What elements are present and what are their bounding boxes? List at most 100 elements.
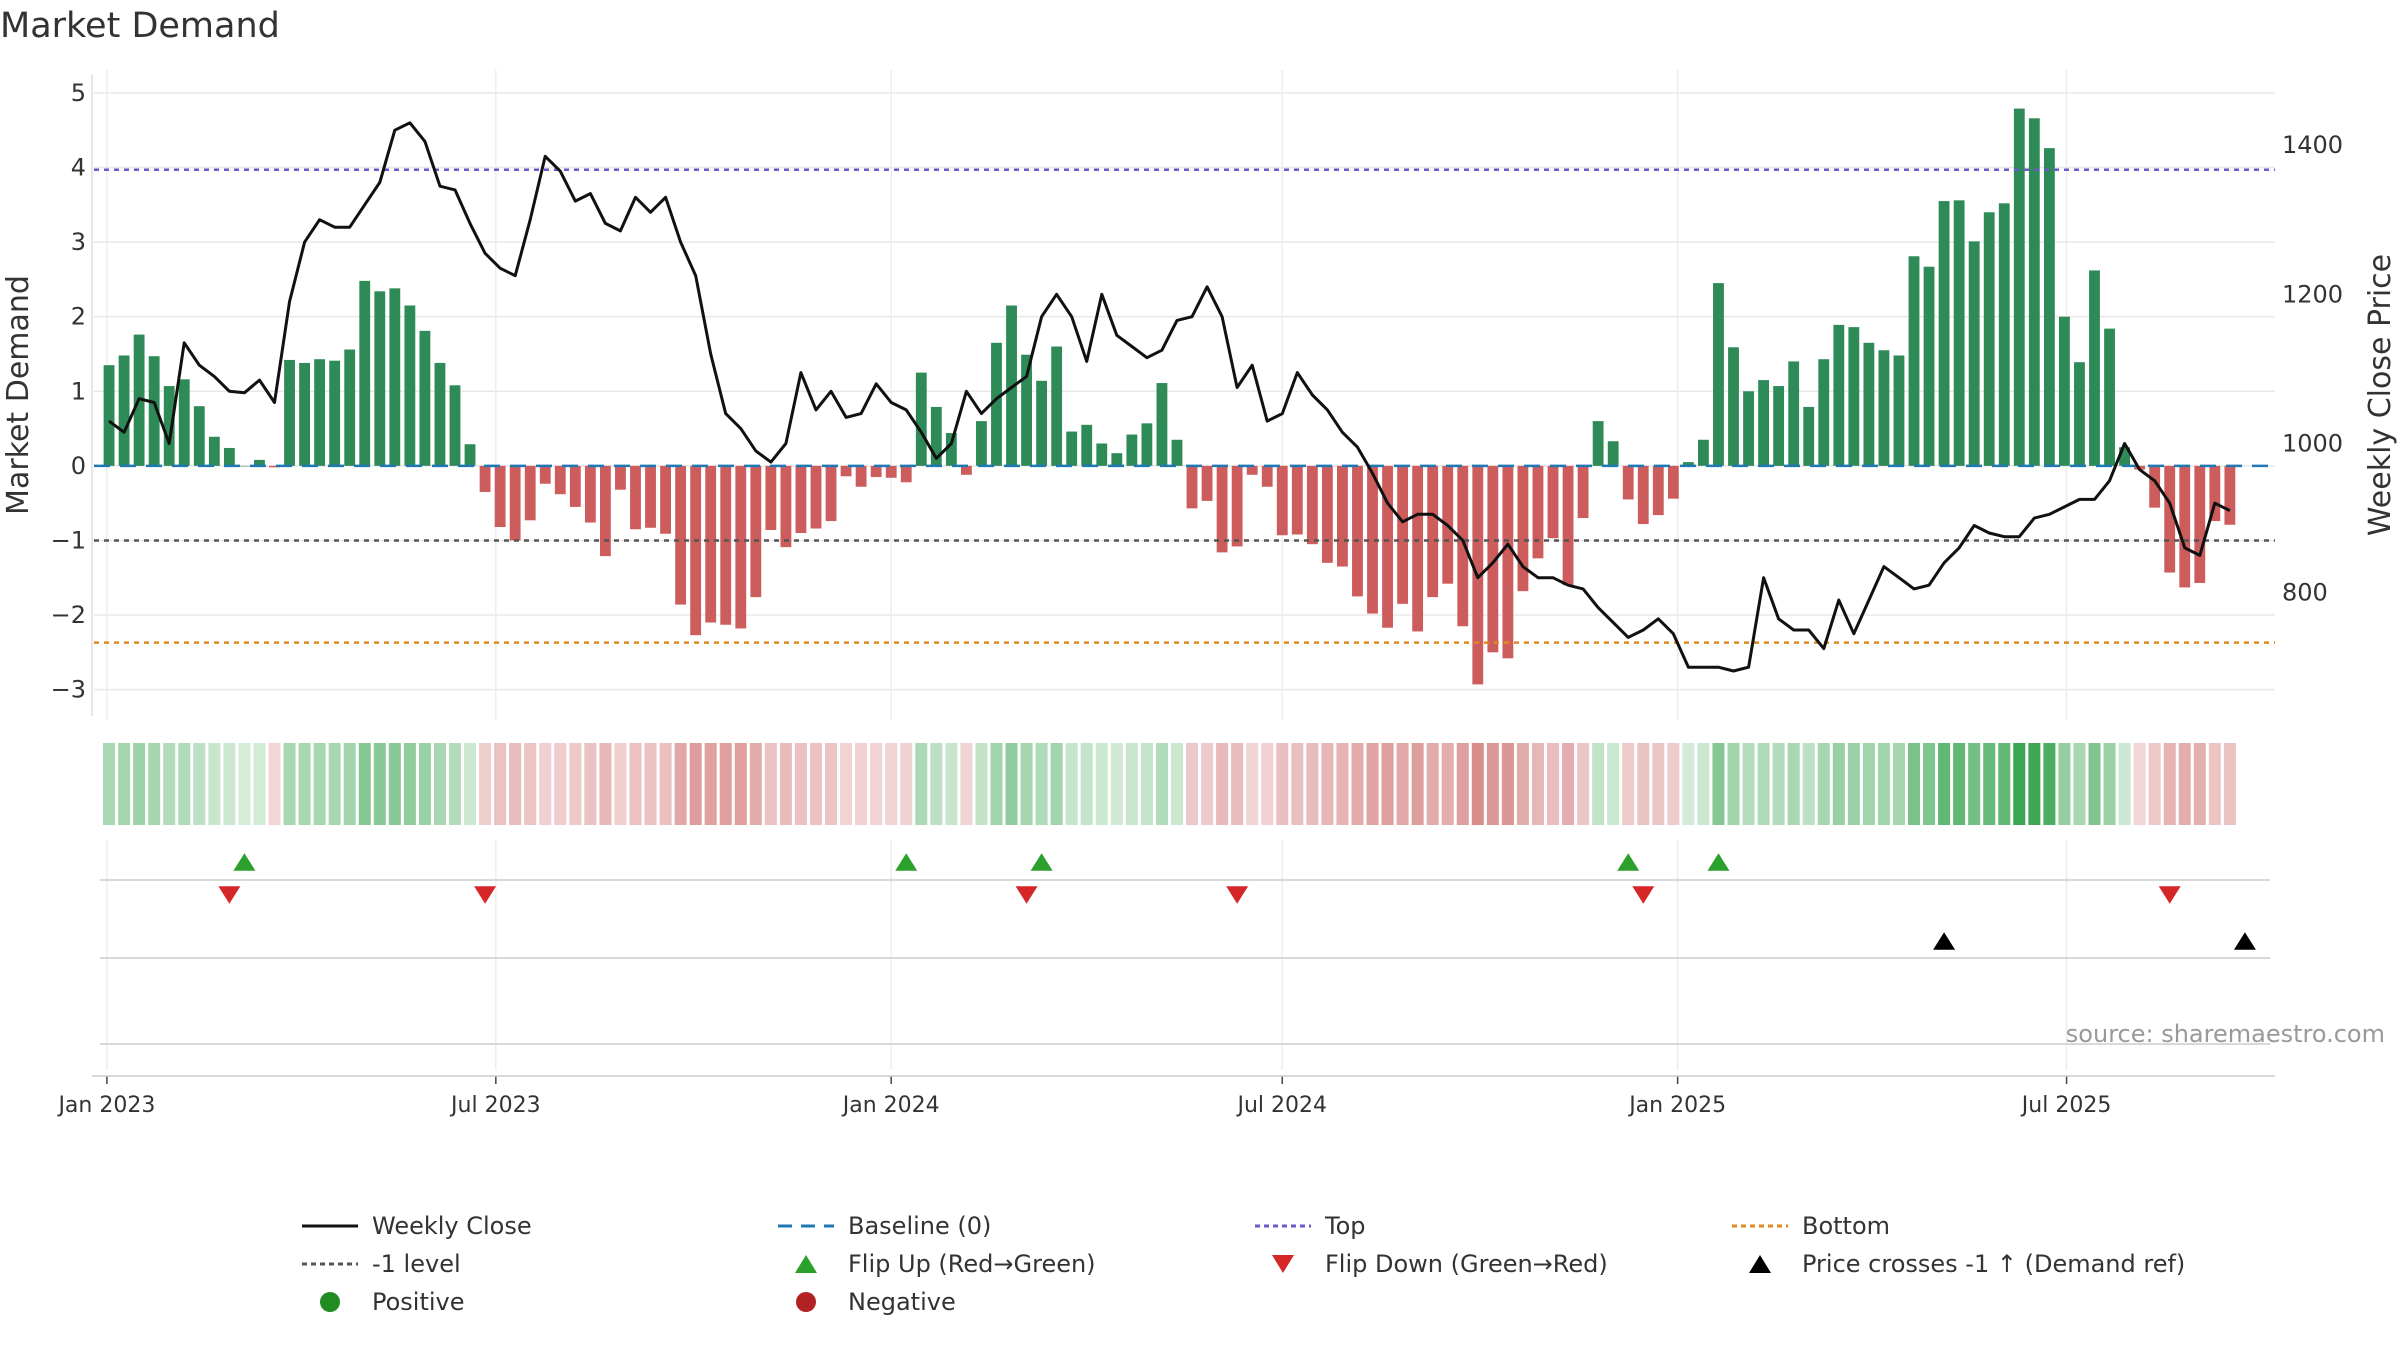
- heat-cell: [208, 743, 221, 825]
- demand-bar: [1788, 361, 1800, 466]
- heat-cell: [1562, 743, 1575, 825]
- legend-swatch-icon: [778, 1224, 834, 1228]
- demand-bar: [1276, 465, 1288, 536]
- heat-cell: [1216, 743, 1229, 825]
- heat-cell: [2058, 743, 2071, 825]
- heat-cell: [1291, 743, 1304, 825]
- heat-cell: [2163, 743, 2176, 825]
- heat-cell: [1125, 743, 1138, 825]
- demand-bar: [825, 465, 837, 522]
- heat-cell: [388, 743, 401, 825]
- demand-bar: [1126, 434, 1138, 466]
- legend-item: Price crosses -1 ↑ (Demand ref): [1730, 1246, 2185, 1282]
- demand-bar: [1382, 465, 1393, 628]
- demand-bar: [208, 436, 220, 466]
- demand-bar: [238, 465, 250, 467]
- demand-bar: [750, 465, 762, 598]
- x-tick-label: Jul 2025: [2020, 1093, 2112, 1118]
- legend-label: Positive: [372, 1288, 465, 1316]
- demand-bar: [870, 465, 882, 478]
- heat-cell: [1155, 743, 1168, 825]
- heat-cell: [1336, 743, 1349, 825]
- demand-bar: [1246, 465, 1258, 475]
- heat-cell: [1095, 743, 1108, 825]
- heat-cell: [975, 743, 988, 825]
- demand-bar: [885, 465, 897, 478]
- heat-cell: [900, 743, 913, 825]
- heat-cell: [1757, 743, 1770, 825]
- demand-bar: [569, 465, 581, 507]
- demand-bar: [2179, 465, 2191, 588]
- heat-cell: [1426, 743, 1439, 825]
- y-axis-label: Market Demand: [1, 275, 36, 515]
- legend: Weekly Close Baseline (0) Top Bottom -1 leve…: [300, 1208, 2260, 1322]
- demand-heatstrip: [103, 743, 2236, 825]
- demand-bar: [2028, 118, 2040, 466]
- demand-bar: [2149, 465, 2161, 508]
- heat-cell: [494, 743, 507, 825]
- heat-cell: [629, 743, 642, 825]
- heat-cell: [539, 743, 552, 825]
- demand-bar: [1502, 465, 1514, 659]
- heat-cell: [1351, 743, 1364, 825]
- demand-bar: [1848, 327, 1860, 466]
- heat-cell: [418, 743, 431, 825]
- heat-cell: [1110, 743, 1123, 825]
- heat-cell: [870, 743, 883, 825]
- heat-cell: [1306, 743, 1319, 825]
- heat-cell: [1456, 743, 1469, 825]
- heat-cell: [2073, 743, 2086, 825]
- demand-bar: [1728, 347, 1739, 466]
- demand-bar: [1096, 443, 1108, 466]
- heat-cell: [1697, 743, 1710, 825]
- demand-bar: [509, 465, 521, 541]
- heat-cell: [644, 743, 657, 825]
- heat-cell: [990, 743, 1003, 825]
- y-tick-label: 0: [71, 452, 86, 480]
- demand-bar: [1111, 453, 1123, 466]
- demand-bar: [855, 465, 867, 487]
- legend-swatch-icon: [1732, 1224, 1788, 1228]
- heat-cell: [1170, 743, 1183, 825]
- heat-cell: [599, 743, 612, 825]
- x-tick-label: Jan 2023: [56, 1093, 155, 1118]
- demand-bar: [1352, 465, 1363, 597]
- demand-bar: [344, 349, 356, 466]
- legend-label: Flip Down (Green→Red): [1325, 1250, 1608, 1278]
- demand-bar: [1682, 462, 1694, 466]
- demand-bar: [780, 465, 792, 548]
- heat-cell: [479, 743, 492, 825]
- heat-cell: [809, 743, 823, 825]
- demand-bar: [1833, 324, 1845, 466]
- heat-cell: [1607, 743, 1620, 825]
- heat-cell: [2118, 743, 2131, 825]
- heat-cell: [403, 743, 416, 825]
- heat-cell: [193, 743, 206, 825]
- heat-cell: [163, 743, 176, 825]
- heat-cell: [464, 743, 477, 825]
- heat-cell: [1366, 743, 1379, 825]
- x-tick-label: Jan 2024: [841, 1093, 940, 1118]
- heat-cell: [1787, 743, 1800, 825]
- demand-bar: [404, 305, 416, 466]
- demand-bar: [1397, 465, 1409, 604]
- legend-label: Flip Up (Red→Green): [848, 1250, 1096, 1278]
- demand-bar: [900, 465, 912, 483]
- legend-item: -1 level: [300, 1246, 461, 1282]
- y-tick-label: 3: [71, 228, 86, 256]
- demand-bar: [1908, 256, 1920, 466]
- flip-down-marker: [1632, 886, 1655, 904]
- heat-cell: [1471, 743, 1484, 825]
- heat-cell: [1817, 743, 1830, 825]
- legend-label: Baseline (0): [848, 1212, 992, 1240]
- heat-cell: [1712, 743, 1725, 825]
- legend-swatch-icon: [1272, 1255, 1294, 1273]
- demand-bar: [1893, 355, 1905, 466]
- demand-bar: [374, 291, 386, 466]
- price-cross-marker: [2233, 932, 2256, 950]
- heat-cell: [118, 743, 131, 825]
- heat-cell: [689, 743, 702, 825]
- demand-bar: [1803, 406, 1815, 466]
- weekly-close-line: [108, 121, 2231, 673]
- heat-cell: [1080, 743, 1093, 825]
